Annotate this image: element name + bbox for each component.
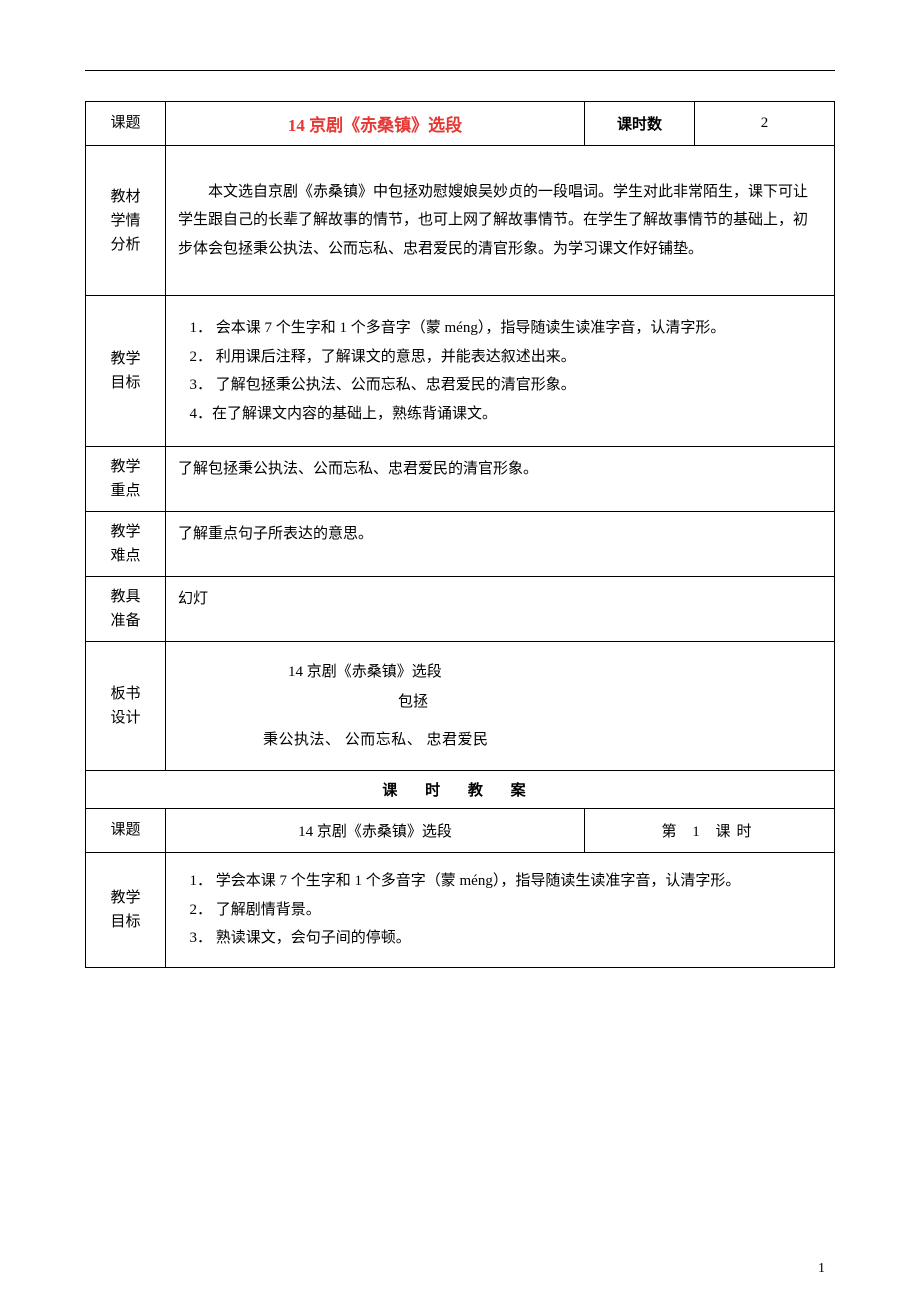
- tools-content: 幻灯: [166, 577, 835, 642]
- tools-row: 教具 准备 幻灯: [86, 577, 835, 642]
- keypoint-content: 了解包拯秉公执法、公而忘私、忠君爱民的清官形象。: [166, 447, 835, 512]
- tools-label-1: 教具: [98, 585, 153, 609]
- keypoint-label-1: 教学: [98, 455, 153, 479]
- objectives-label: 教学 目标: [86, 296, 166, 447]
- difficulty-label-2: 难点: [98, 544, 153, 568]
- objectives-label-1: 教学: [98, 347, 153, 371]
- tools-label: 教具 准备: [86, 577, 166, 642]
- analysis-text: 本文选自京剧《赤桑镇》中包拯劝慰嫂娘吴妙贞的一段唱词。学生对此非常陌生，课下可让…: [178, 178, 822, 264]
- lesson-obj-3: 3． 熟读课文，会句子间的停顿。: [190, 924, 819, 953]
- section-header-row: 课 时 教 案: [86, 771, 835, 809]
- difficulty-row: 教学 难点 了解重点句子所表达的意思。: [86, 512, 835, 577]
- analysis-label-1: 教材: [98, 185, 153, 209]
- lesson-title-row: 课题 14 京剧《赤桑镇》选段 第 1 课时: [86, 809, 835, 853]
- board-line-3: 秉公执法、 公而忘私、 忠君爱民: [178, 725, 822, 755]
- keti-label: 课题: [86, 102, 166, 146]
- keshishu-label: 课时数: [585, 102, 695, 146]
- keshishu-value: 2: [695, 102, 835, 146]
- difficulty-label: 教学 难点: [86, 512, 166, 577]
- lesson-title-2: 14 京剧《赤桑镇》选段: [166, 809, 585, 853]
- objective-1: 1． 会本课 7 个生字和 1 个多音字（蒙 méng），指导随读生读准字音，认…: [190, 314, 819, 343]
- lesson-keshi: 第 1 课时: [585, 809, 835, 853]
- analysis-label: 教材 学情 分析: [86, 146, 166, 296]
- lesson-obj-label-1: 教学: [98, 886, 153, 910]
- objectives-label-2: 目标: [98, 371, 153, 395]
- keypoint-row: 教学 重点 了解包拯秉公执法、公而忘私、忠君爱民的清官形象。: [86, 447, 835, 512]
- objectives-row: 教学 目标 1． 会本课 7 个生字和 1 个多音字（蒙 méng），指导随读生…: [86, 296, 835, 447]
- section-header: 课 时 教 案: [86, 771, 835, 809]
- difficulty-content: 了解重点句子所表达的意思。: [166, 512, 835, 577]
- top-divider: [85, 70, 835, 71]
- board-label-2: 设计: [98, 706, 153, 730]
- objective-3: 3． 了解包拯秉公执法、公而忘私、忠君爱民的清官形象。: [190, 371, 819, 400]
- lesson-objectives-label: 教学 目标: [86, 853, 166, 968]
- lesson-obj-2: 2． 了解剧情背景。: [190, 896, 819, 925]
- lesson-keti-label: 课题: [86, 809, 166, 853]
- analysis-label-2: 学情: [98, 209, 153, 233]
- difficulty-label-1: 教学: [98, 520, 153, 544]
- objectives-content: 1． 会本课 7 个生字和 1 个多音字（蒙 méng），指导随读生读准字音，认…: [166, 296, 835, 447]
- title-row: 课题 14 京剧《赤桑镇》选段 课时数 2: [86, 102, 835, 146]
- lesson-obj-1: 1． 学会本课 7 个生字和 1 个多音字（蒙 méng），指导随读生读准字音，…: [190, 867, 819, 896]
- objective-2: 2． 利用课后注释，了解课文的意思，并能表达叙述出来。: [190, 343, 819, 372]
- lesson-obj-label-2: 目标: [98, 910, 153, 934]
- lesson-plan-table: 课题 14 京剧《赤桑镇》选段 课时数 2 教材 学情 分析 本文选自京剧《赤桑…: [85, 101, 835, 968]
- board-line-2: 包拯: [178, 687, 822, 717]
- board-row: 板书 设计 14 京剧《赤桑镇》选段 包拯 秉公执法、 公而忘私、 忠君爱民: [86, 642, 835, 771]
- lesson-title: 14 京剧《赤桑镇》选段: [166, 102, 585, 146]
- analysis-content: 本文选自京剧《赤桑镇》中包拯劝慰嫂娘吴妙贞的一段唱词。学生对此非常陌生，课下可让…: [166, 146, 835, 296]
- page-number: 1: [818, 1261, 825, 1277]
- board-label-1: 板书: [98, 682, 153, 706]
- lesson-objectives-content: 1． 学会本课 7 个生字和 1 个多音字（蒙 méng），指导随读生读准字音，…: [166, 853, 835, 968]
- keypoint-label-2: 重点: [98, 479, 153, 503]
- board-label: 板书 设计: [86, 642, 166, 771]
- board-line-1: 14 京剧《赤桑镇》选段: [178, 657, 822, 687]
- objective-4: 4．在了解课文内容的基础上，熟练背诵课文。: [190, 400, 819, 429]
- analysis-label-3: 分析: [98, 233, 153, 257]
- keypoint-label: 教学 重点: [86, 447, 166, 512]
- tools-label-2: 准备: [98, 609, 153, 633]
- board-content: 14 京剧《赤桑镇》选段 包拯 秉公执法、 公而忘私、 忠君爱民: [166, 642, 835, 771]
- analysis-row: 教材 学情 分析 本文选自京剧《赤桑镇》中包拯劝慰嫂娘吴妙贞的一段唱词。学生对此…: [86, 146, 835, 296]
- lesson-objectives-row: 教学 目标 1． 学会本课 7 个生字和 1 个多音字（蒙 méng），指导随读…: [86, 853, 835, 968]
